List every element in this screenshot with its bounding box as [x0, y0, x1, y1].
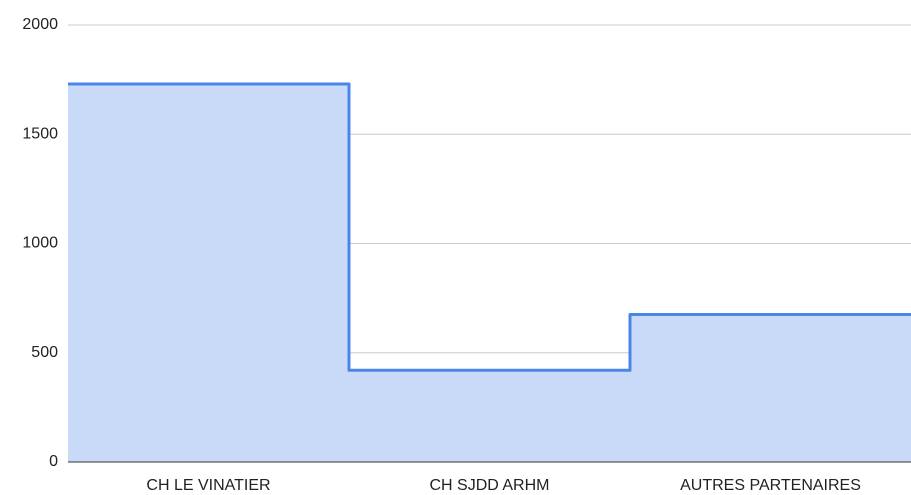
- x-tick-label: CH LE VINATIER: [146, 477, 270, 494]
- x-tick-label: AUTRES PARTENAIRES: [680, 477, 861, 494]
- y-tick-label: 500: [31, 344, 58, 361]
- line: [68, 82, 911, 372]
- y-tick-label: 2000: [22, 16, 58, 33]
- y-tick-label: 0: [49, 453, 58, 470]
- y-tick-label: 1000: [22, 235, 58, 252]
- y-tick-label: 1500: [22, 125, 58, 142]
- x-tick-label: CH SJDD ARHM: [429, 477, 549, 494]
- area: [68, 83, 911, 463]
